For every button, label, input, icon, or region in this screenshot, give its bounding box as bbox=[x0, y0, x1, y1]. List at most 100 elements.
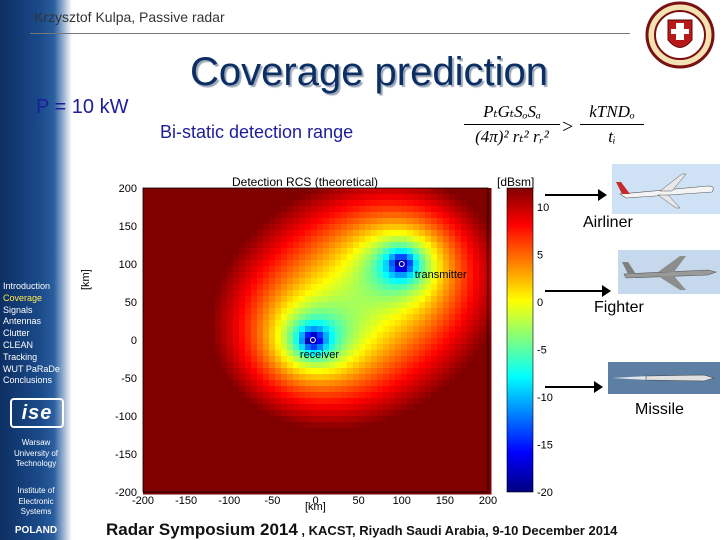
heatmap-cell bbox=[443, 290, 450, 297]
heatmap-cell bbox=[437, 230, 444, 237]
heatmap-cell bbox=[227, 488, 234, 495]
heatmap-cell bbox=[293, 218, 300, 225]
heatmap-cell bbox=[239, 458, 246, 465]
heatmap-cell bbox=[329, 446, 336, 453]
heatmap-cell bbox=[257, 200, 264, 207]
heatmap-cell bbox=[251, 236, 258, 243]
heatmap-cell bbox=[167, 212, 174, 219]
heatmap-cell bbox=[215, 398, 222, 405]
sidebar-item-clean[interactable]: CLEAN bbox=[3, 339, 34, 350]
heatmap-cell bbox=[419, 446, 426, 453]
heatmap-cell bbox=[371, 458, 378, 465]
heatmap-cell bbox=[359, 314, 366, 321]
heatmap-cell bbox=[149, 290, 156, 297]
heatmap-cell bbox=[407, 434, 414, 441]
heatmap-cell bbox=[245, 464, 252, 471]
sidebar-item-clutter[interactable]: Clutter bbox=[3, 328, 30, 339]
heatmap-cell bbox=[431, 368, 438, 375]
heatmap-cell bbox=[185, 416, 192, 423]
heatmap-cell bbox=[143, 326, 150, 333]
heatmap-cell bbox=[143, 248, 150, 255]
heatmap-cell bbox=[251, 374, 258, 381]
heatmap-cell bbox=[287, 434, 294, 441]
heatmap-cell bbox=[335, 362, 342, 369]
heatmap-cell bbox=[167, 296, 174, 303]
heatmap-cell bbox=[215, 272, 222, 279]
heatmap-cell bbox=[155, 332, 162, 339]
heatmap-cell bbox=[173, 368, 180, 375]
heatmap-cell bbox=[203, 254, 210, 261]
heatmap-cell bbox=[149, 440, 156, 447]
heatmap-cell bbox=[467, 428, 474, 435]
heatmap-cell bbox=[299, 248, 306, 255]
heatmap-cell bbox=[413, 458, 420, 465]
heatmap-cell bbox=[185, 452, 192, 459]
heatmap-cell bbox=[191, 272, 198, 279]
sidebar-item-antennas[interactable]: Antennas bbox=[3, 316, 42, 327]
heatmap-cell bbox=[347, 338, 354, 345]
heatmap-cell bbox=[425, 428, 432, 435]
heatmap-cell bbox=[269, 194, 276, 201]
heatmap-cell bbox=[257, 320, 264, 327]
sidebar-item-signals[interactable]: Signals bbox=[3, 304, 33, 315]
y-tick-label: 200 bbox=[119, 183, 137, 195]
heatmap-cell bbox=[215, 482, 222, 489]
heatmap-cell bbox=[233, 326, 240, 333]
sidebar-item-coverage[interactable]: Coverage bbox=[3, 292, 43, 303]
heatmap-cell bbox=[287, 446, 294, 453]
heatmap-cell bbox=[479, 380, 486, 387]
heatmap-cell bbox=[305, 320, 312, 327]
heatmap-cell bbox=[485, 302, 492, 309]
sidebar-item-wut-parade[interactable]: WUT PaRaDe bbox=[3, 363, 60, 374]
heatmap-cell bbox=[257, 218, 264, 225]
heatmap-cell bbox=[443, 302, 450, 309]
heatmap-cell bbox=[263, 344, 270, 351]
x-tick-label: -200 bbox=[132, 495, 154, 507]
heatmap-cell bbox=[299, 398, 306, 405]
heatmap-cell bbox=[473, 386, 480, 393]
heatmap-cell bbox=[173, 218, 180, 225]
heatmap-cell bbox=[251, 488, 258, 495]
heatmap-cell bbox=[455, 476, 462, 483]
heatmap-cell bbox=[311, 386, 318, 393]
heatmap-cell bbox=[449, 272, 456, 279]
heatmap-cell bbox=[263, 284, 270, 291]
heatmap-cell bbox=[485, 392, 492, 399]
sidebar-item-tracking[interactable]: Tracking bbox=[3, 351, 38, 362]
heatmap-cell bbox=[341, 320, 348, 327]
heatmap-cell bbox=[197, 278, 204, 285]
heatmap-cell bbox=[209, 380, 216, 387]
heatmap-cell bbox=[215, 206, 222, 213]
heatmap-cell bbox=[209, 350, 216, 357]
sidebar-item-introduction[interactable]: Introduction bbox=[3, 281, 51, 291]
heatmap-cell bbox=[251, 212, 258, 219]
heatmap-cell bbox=[149, 416, 156, 423]
heatmap-cell bbox=[143, 452, 150, 459]
heatmap-cell bbox=[431, 404, 438, 411]
heatmap-cell bbox=[401, 272, 408, 279]
heatmap-cell bbox=[473, 482, 480, 489]
heatmap-cell bbox=[311, 242, 318, 249]
heatmap-cell bbox=[329, 332, 336, 339]
heatmap-cell bbox=[203, 218, 210, 225]
heatmap-cell bbox=[155, 386, 162, 393]
heatmap-cell bbox=[347, 386, 354, 393]
heatmap-cell bbox=[455, 296, 462, 303]
heatmap-cell bbox=[401, 218, 408, 225]
heatmap-cell bbox=[197, 230, 204, 237]
heatmap-cell bbox=[221, 488, 228, 495]
heatmap-cell bbox=[173, 308, 180, 315]
heatmap-cell bbox=[281, 194, 288, 201]
heatmap-cell bbox=[155, 278, 162, 285]
sidebar-item-conclusions[interactable]: Conclusions bbox=[3, 375, 53, 386]
heatmap-cell bbox=[209, 284, 216, 291]
heatmap-cell bbox=[479, 212, 486, 219]
heatmap-cell bbox=[419, 464, 426, 471]
heatmap-cell bbox=[311, 404, 318, 411]
ise-logo-text: ise bbox=[21, 401, 53, 424]
heatmap-cell bbox=[335, 338, 342, 345]
heatmap-cell bbox=[479, 452, 486, 459]
heatmap-cell bbox=[419, 332, 426, 339]
heatmap-cell bbox=[413, 350, 420, 357]
heatmap-cell bbox=[239, 314, 246, 321]
